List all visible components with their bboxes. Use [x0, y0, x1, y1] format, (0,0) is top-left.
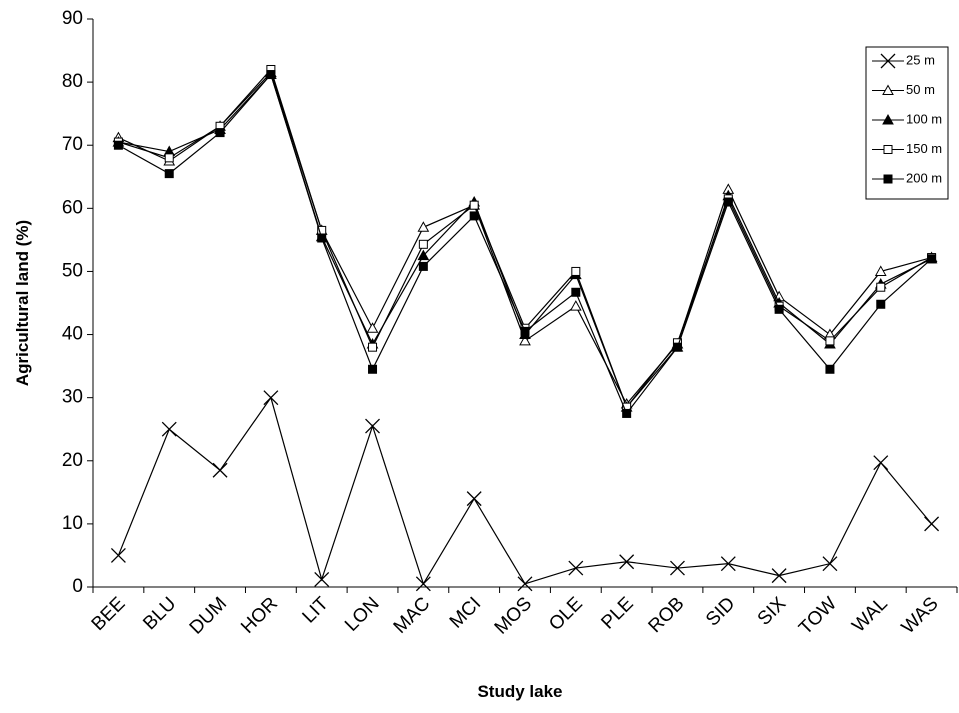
- x-tick-label: DUM: [186, 593, 231, 638]
- marker: [571, 287, 581, 297]
- y-tick-label: 30: [62, 387, 83, 408]
- x-tick-label: LON: [341, 593, 383, 635]
- marker: [317, 233, 327, 243]
- marker: [215, 128, 225, 138]
- marker: [314, 571, 330, 587]
- legend-label: 200 m: [906, 170, 942, 185]
- series: [113, 70, 937, 418]
- marker: [417, 221, 430, 232]
- y-axis-title: Agricultural land (%): [13, 220, 32, 386]
- legend-label: 25 m: [906, 52, 935, 67]
- marker: [263, 390, 279, 406]
- x-tick-label: BEE: [88, 593, 130, 635]
- x-tick-label: HOR: [237, 593, 282, 638]
- marker: [774, 304, 784, 314]
- x-tick-label: OLE: [545, 593, 587, 635]
- legend-label: 150 m: [906, 141, 942, 156]
- marker: [519, 334, 531, 346]
- marker: [368, 342, 378, 352]
- legend-box: [865, 46, 949, 200]
- marker: [876, 299, 886, 309]
- marker: [882, 84, 894, 95]
- marker: [469, 211, 479, 221]
- marker: [418, 239, 428, 249]
- marker: [771, 568, 787, 584]
- y-tick-label: 10: [62, 513, 83, 534]
- x-tick-label: BLU: [139, 593, 180, 634]
- series-line: [118, 73, 932, 415]
- marker: [266, 70, 276, 80]
- x-tick-label: MOS: [491, 593, 536, 638]
- series-line: [118, 71, 932, 406]
- marker: [873, 455, 889, 471]
- marker: [927, 254, 937, 264]
- marker: [212, 462, 228, 478]
- series-line: [117, 396, 933, 586]
- marker: [622, 408, 632, 418]
- marker: [164, 169, 174, 179]
- marker: [874, 265, 887, 276]
- series-line: [118, 73, 932, 409]
- marker: [520, 326, 530, 336]
- x-tick-label: WAS: [898, 593, 943, 638]
- x-tick-label: SIX: [754, 593, 791, 630]
- marker: [415, 576, 431, 592]
- legend-label: 50 m: [906, 82, 935, 97]
- marker: [720, 556, 736, 572]
- x-tick-label: TOW: [795, 593, 841, 639]
- series: [110, 390, 940, 592]
- y-tick-label: 90: [62, 8, 83, 29]
- marker: [723, 197, 733, 207]
- marker: [417, 249, 430, 261]
- marker: [880, 53, 896, 69]
- marker: [619, 554, 635, 570]
- legend-label: 100 m: [906, 111, 942, 126]
- x-tick-label: MCI: [446, 593, 485, 632]
- y-tick-label: 70: [62, 134, 83, 155]
- legend: 25 m 50 m 100 m 150 m 200 m: [865, 46, 949, 200]
- y-tick-label: 40: [62, 324, 83, 345]
- marker: [568, 560, 584, 576]
- marker: [822, 556, 838, 572]
- y-tick-label: 60: [62, 197, 83, 218]
- marker: [517, 576, 533, 592]
- marker: [825, 364, 835, 374]
- y-tick-label: 80: [62, 71, 83, 92]
- marker: [164, 153, 174, 163]
- series-line: [118, 68, 932, 409]
- marker: [672, 342, 682, 352]
- y-tick-label: 50: [62, 260, 83, 281]
- marker: [883, 145, 893, 154]
- x-tick-label: WAL: [848, 593, 891, 636]
- marker: [571, 266, 581, 276]
- x-tick-label: SID: [702, 593, 739, 630]
- series: [112, 66, 938, 409]
- marker: [161, 421, 177, 437]
- series: [113, 64, 937, 412]
- y-tick-label: 0: [72, 576, 83, 597]
- marker: [366, 322, 379, 333]
- x-tick-label: ROB: [645, 593, 689, 637]
- marker: [365, 418, 380, 434]
- marker: [569, 300, 582, 311]
- x-tick-label: MAC: [390, 593, 435, 638]
- marker: [825, 336, 835, 346]
- marker: [924, 516, 940, 532]
- marker: [113, 140, 123, 150]
- marker: [670, 560, 685, 576]
- marker: [466, 491, 482, 507]
- x-tick-label: LIT: [299, 593, 334, 628]
- marker: [110, 547, 126, 563]
- x-axis-title: Study lake: [477, 682, 562, 701]
- marker: [418, 261, 428, 271]
- marker: [882, 113, 894, 125]
- marker: [469, 200, 479, 210]
- y-tick-label: 20: [62, 450, 83, 471]
- series: [112, 68, 938, 412]
- marker: [368, 364, 378, 374]
- marker: [876, 282, 886, 292]
- marker: [883, 174, 893, 184]
- x-tick-label: PLE: [597, 593, 637, 633]
